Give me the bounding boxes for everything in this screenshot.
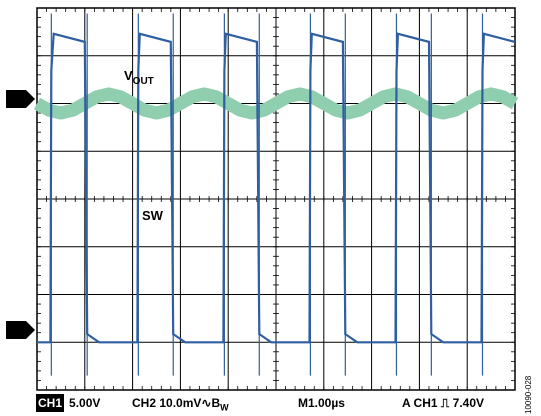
ch2-scale-readout: CH2 10.0mV∿BW [132,396,229,413]
rising-edge-icon: ⎍ [440,396,450,410]
svg-text:2: 2 [13,93,20,107]
timebase-readout: M1.00µs [298,396,345,410]
waveform-traces [33,13,519,376]
ch1-scale-readout: CH1 5.00V [36,394,101,412]
svg-text:1: 1 [13,324,20,338]
bandwidth-limit-icon: ∿ [201,396,212,410]
figure-id: 10090-028 [524,375,533,414]
vout-trace [33,87,519,120]
sw-trace [37,32,516,344]
trigger-readout: A CH1 ⎍ 7.40V [402,396,485,410]
ch2-marker: 2 [6,90,35,108]
ch1-tag: CH1 [36,394,65,412]
vout-label: VOUT [124,68,154,87]
ch1-marker: 1 [6,321,35,339]
sw-label: SW [142,208,164,223]
